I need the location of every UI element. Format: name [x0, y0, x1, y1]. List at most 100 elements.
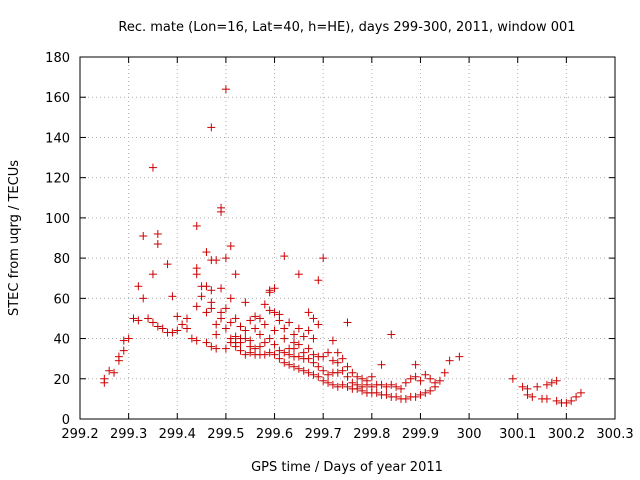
tick-layer: 299.2 299.3 299.4 299.5 299.6 299.7 299.8 299.9…: [45, 51, 633, 442]
data-point: [309, 314, 318, 323]
data-point: [367, 372, 376, 381]
data-point: [324, 348, 333, 357]
data-point: [338, 354, 347, 363]
data-point: [542, 394, 551, 403]
data-point: [328, 336, 337, 345]
x-tick-label: 299.4: [159, 427, 196, 442]
y-tick-label: 60: [53, 292, 70, 307]
data-point: [231, 314, 240, 323]
data-point: [290, 330, 298, 339]
data-point: [139, 294, 148, 303]
data-point: [270, 340, 279, 349]
data-point: [231, 270, 240, 279]
y-tick-label: 20: [53, 373, 70, 388]
data-point: [265, 306, 274, 315]
data-point: [299, 366, 308, 375]
data-point: [226, 318, 235, 327]
data-point: [241, 350, 250, 359]
data-point: [435, 376, 444, 385]
data-point: [275, 346, 284, 355]
data-point: [202, 308, 211, 317]
data-point: [508, 374, 517, 383]
data-point: [562, 398, 571, 407]
x-tick-label: 299.6: [256, 427, 293, 442]
data-point: [124, 334, 133, 343]
data-point: [416, 376, 425, 385]
data-point: [319, 352, 328, 361]
data-point: [241, 334, 250, 343]
data-point: [207, 298, 216, 307]
data-point: [304, 354, 313, 363]
data-point: [324, 378, 333, 387]
data-point: [270, 350, 279, 359]
data-point: [265, 334, 274, 343]
data-point: [377, 360, 386, 369]
data-point: [572, 392, 581, 401]
data-point: [387, 330, 396, 339]
data-point: [119, 336, 128, 345]
data-point: [129, 314, 138, 323]
data-point: [153, 229, 162, 238]
data-point: [343, 382, 352, 391]
data-point: [547, 378, 556, 387]
data-point: [246, 316, 255, 325]
data-point: [192, 264, 201, 273]
data-point: [304, 344, 313, 353]
y-tick-label: 180: [45, 51, 70, 66]
data-point: [144, 314, 153, 323]
y-tick-label: 100: [45, 212, 70, 227]
data-point: [246, 336, 255, 345]
data-point: [392, 382, 401, 391]
data-point: [134, 282, 143, 291]
data-point: [105, 366, 114, 375]
data-point: [280, 324, 289, 333]
data-point: [358, 382, 367, 391]
data-point: [251, 344, 260, 353]
data-point: [343, 372, 352, 381]
data-point: [528, 392, 537, 401]
data-point: [197, 292, 206, 301]
x-tick-label: 299.9: [402, 427, 439, 442]
plot-frame: [79, 56, 616, 420]
data-point: [445, 356, 454, 365]
data-point: [294, 340, 303, 349]
data-point: [265, 286, 274, 295]
data-point: [290, 362, 298, 371]
data-point: [358, 374, 367, 383]
data-point: [202, 282, 211, 291]
x-tick-label: 300.3: [596, 427, 633, 442]
data-point: [290, 338, 298, 347]
data-point: [406, 374, 415, 383]
data-point: [304, 326, 313, 335]
data-point: [455, 352, 464, 361]
data-point: [382, 382, 391, 391]
data-point: [294, 364, 303, 373]
data-point: [353, 380, 362, 389]
data-point: [431, 378, 440, 387]
y-axis-label: STEC from uqrg / TECUs: [7, 160, 22, 316]
x-tick-label: 300.2: [548, 427, 585, 442]
y-tick-label: 140: [45, 131, 70, 146]
data-point: [533, 382, 542, 391]
data-point: [421, 370, 430, 379]
data-point: [153, 322, 162, 331]
data-point: [212, 344, 221, 353]
data-point: [158, 324, 167, 333]
data-point: [367, 382, 376, 391]
data-point: [275, 354, 284, 363]
data-point: [304, 308, 313, 317]
data-point: [285, 360, 294, 369]
data-point: [270, 326, 279, 335]
data-point: [552, 396, 561, 405]
data-point: [401, 378, 410, 387]
data-point: [518, 382, 527, 391]
data-point: [217, 308, 226, 317]
data-point: [212, 256, 221, 265]
data-point: [333, 358, 342, 367]
data-point: [251, 312, 260, 321]
y-tick-label: 160: [45, 91, 70, 106]
data-point: [207, 123, 216, 132]
data-point: [401, 394, 410, 403]
